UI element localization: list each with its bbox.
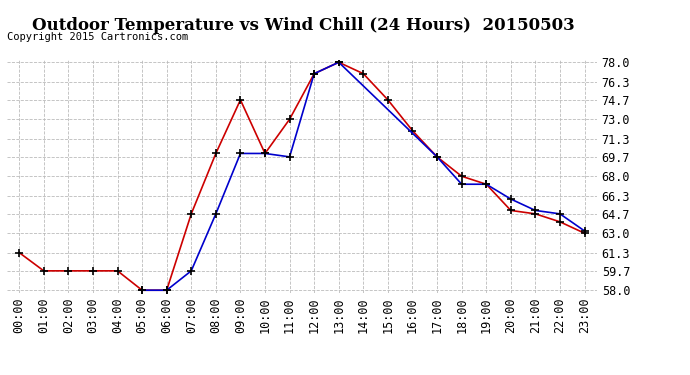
Text: Outdoor Temperature vs Wind Chill (24 Hours)  20150503: Outdoor Temperature vs Wind Chill (24 Ho… bbox=[32, 17, 575, 34]
Text: Copyright 2015 Cartronics.com: Copyright 2015 Cartronics.com bbox=[7, 32, 188, 42]
